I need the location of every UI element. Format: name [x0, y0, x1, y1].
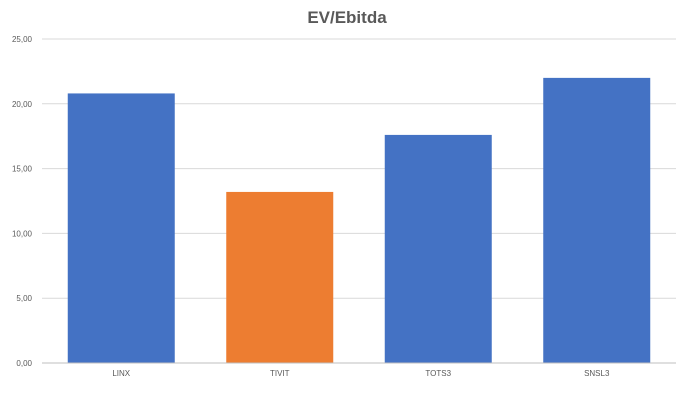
x-axis-category-labels: LINX TIVIT TOTS3 SNSL3 — [112, 369, 610, 378]
y-tick-label: 10,00 — [12, 229, 33, 238]
bar-tots3 — [384, 134, 492, 363]
y-tick-label: 25,00 — [12, 35, 33, 44]
y-tick-label: 20,00 — [12, 100, 33, 109]
y-tick-label: 5,00 — [16, 294, 32, 303]
x-category-label: SNSL3 — [584, 369, 610, 378]
bars — [67, 77, 651, 363]
x-category-label: LINX — [112, 369, 130, 378]
y-tick-label: 15,00 — [12, 165, 33, 174]
bar-linx — [67, 93, 175, 363]
bar-tivit — [226, 191, 334, 363]
y-axis-tick-labels: 0,00 5,00 10,00 15,00 20,00 25,00 — [12, 35, 33, 368]
x-category-label: TIVIT — [270, 369, 290, 378]
y-tick-label: 0,00 — [16, 359, 32, 368]
x-category-label: TOTS3 — [425, 369, 451, 378]
chart-title: EV/Ebitda — [307, 8, 387, 27]
bar-snsl3 — [543, 77, 651, 363]
